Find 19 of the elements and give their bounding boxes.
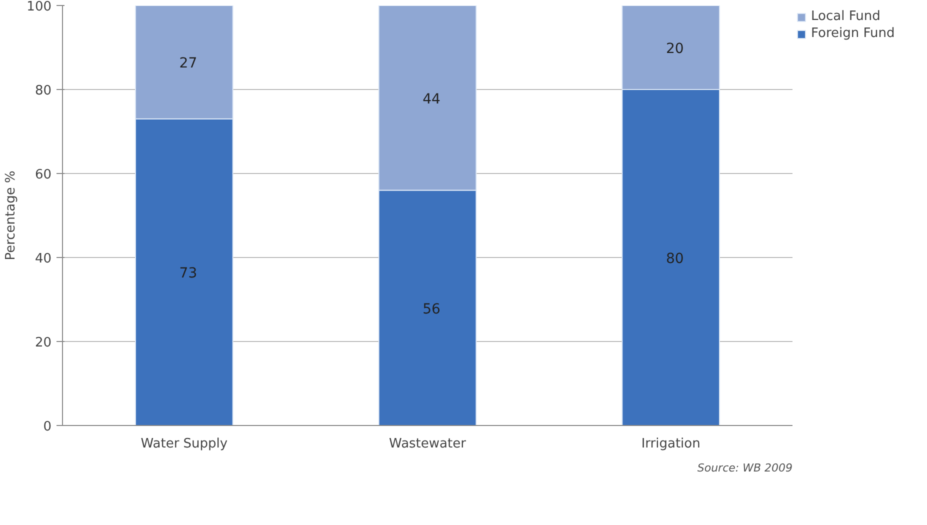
y-axis-title: Percentage %	[4, 170, 19, 260]
y-tick-label: 100	[26, 0, 52, 14]
data-label: 44	[422, 91, 441, 108]
data-label: 80	[666, 251, 684, 267]
y-tick-label: 40	[34, 252, 52, 266]
legend-label: Local Fund	[811, 9, 880, 24]
y-tick-label: 80	[34, 84, 52, 98]
y-tick-label: 20	[34, 336, 52, 350]
x-tick-label: Water Supply	[140, 436, 228, 452]
data-label: 73	[179, 266, 198, 282]
x-tick-label: Irrigation	[641, 436, 700, 452]
data-label: 56	[422, 301, 441, 318]
data-label: 20	[666, 41, 684, 57]
y-tick-label: 0	[43, 420, 52, 434]
y-tick-label: 60	[34, 168, 52, 182]
data-label: 27	[179, 56, 198, 72]
legend-label: Foreign Fund	[811, 26, 895, 41]
x-tick-label: Wastewater	[389, 436, 467, 452]
source-note: Source: WB 2009	[697, 462, 792, 474]
